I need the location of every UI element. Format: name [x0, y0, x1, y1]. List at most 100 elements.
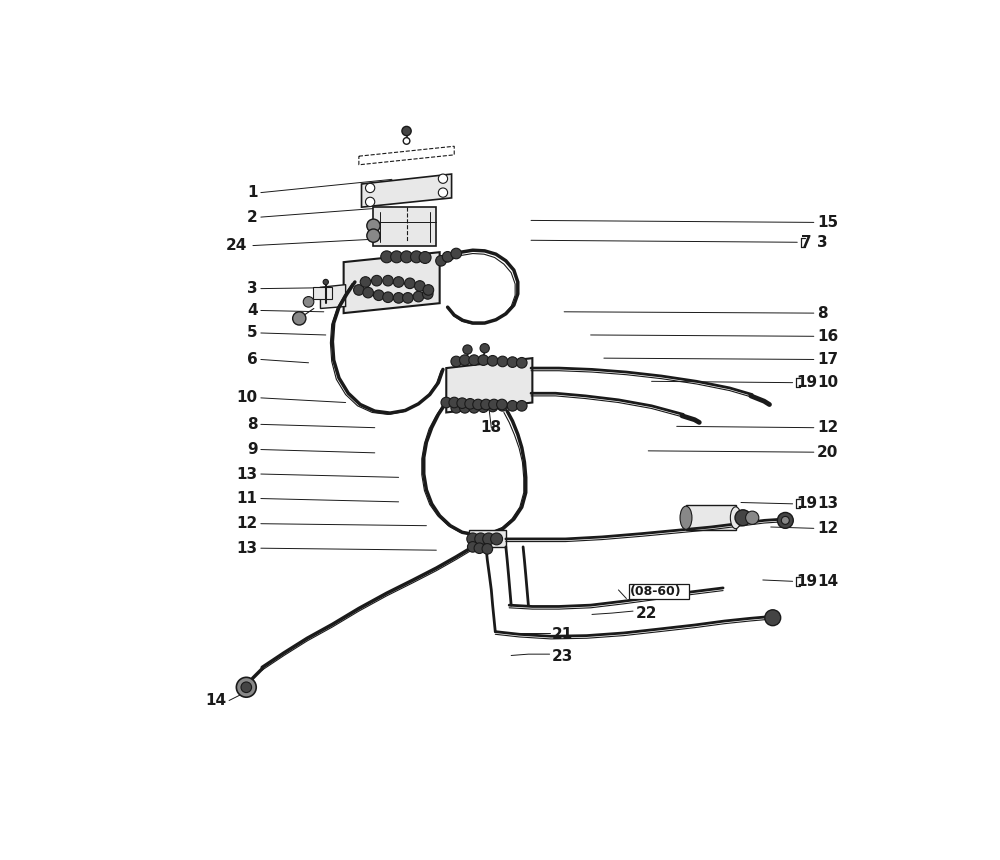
- Circle shape: [393, 292, 404, 304]
- Circle shape: [360, 277, 371, 287]
- Circle shape: [402, 126, 411, 136]
- Polygon shape: [359, 146, 454, 165]
- Circle shape: [475, 533, 487, 545]
- Circle shape: [303, 297, 314, 307]
- Circle shape: [403, 138, 410, 144]
- Circle shape: [735, 510, 751, 525]
- Text: 13: 13: [236, 466, 258, 482]
- Text: 19: 19: [796, 496, 817, 512]
- Circle shape: [457, 398, 467, 408]
- Circle shape: [411, 251, 422, 263]
- Text: 3: 3: [247, 281, 258, 296]
- Circle shape: [478, 355, 489, 366]
- Text: 14: 14: [205, 693, 226, 708]
- Circle shape: [469, 402, 479, 413]
- Text: 23: 23: [552, 648, 574, 664]
- Circle shape: [473, 399, 483, 410]
- Circle shape: [451, 249, 462, 259]
- Circle shape: [423, 285, 434, 295]
- Ellipse shape: [730, 507, 741, 529]
- Circle shape: [383, 275, 393, 286]
- Circle shape: [371, 275, 382, 286]
- Circle shape: [438, 174, 448, 183]
- Circle shape: [438, 188, 448, 197]
- Text: 4: 4: [247, 303, 258, 318]
- Circle shape: [373, 290, 384, 300]
- Circle shape: [460, 355, 470, 366]
- Circle shape: [241, 682, 252, 692]
- Circle shape: [354, 285, 364, 295]
- Text: 8: 8: [817, 305, 828, 321]
- Text: 5: 5: [247, 325, 258, 341]
- Text: 13: 13: [817, 496, 838, 512]
- Bar: [313, 286, 332, 298]
- Text: 22: 22: [636, 605, 657, 621]
- Polygon shape: [446, 358, 532, 413]
- Polygon shape: [344, 252, 440, 313]
- Circle shape: [393, 277, 404, 287]
- Circle shape: [436, 255, 446, 266]
- Circle shape: [401, 251, 413, 263]
- Bar: [373, 207, 436, 246]
- Circle shape: [480, 344, 489, 353]
- Circle shape: [467, 542, 478, 552]
- Circle shape: [497, 401, 508, 411]
- Circle shape: [449, 397, 460, 408]
- Circle shape: [516, 401, 527, 411]
- Polygon shape: [320, 285, 346, 309]
- Circle shape: [451, 356, 462, 366]
- Text: 13: 13: [236, 541, 258, 556]
- Circle shape: [236, 678, 256, 697]
- Circle shape: [483, 533, 495, 545]
- Text: 10: 10: [236, 390, 258, 405]
- Text: 8: 8: [247, 417, 258, 432]
- Circle shape: [469, 355, 479, 366]
- Circle shape: [441, 397, 452, 408]
- Circle shape: [481, 399, 491, 410]
- Circle shape: [465, 398, 475, 409]
- Text: 16: 16: [817, 329, 838, 344]
- Circle shape: [442, 251, 453, 262]
- Text: 6: 6: [247, 352, 258, 367]
- Circle shape: [460, 402, 470, 413]
- Circle shape: [365, 183, 375, 193]
- Circle shape: [507, 401, 518, 411]
- Circle shape: [507, 357, 518, 367]
- Text: (08-60): (08-60): [630, 585, 682, 598]
- Ellipse shape: [680, 507, 692, 529]
- Circle shape: [497, 399, 507, 410]
- Text: 12: 12: [817, 421, 838, 435]
- Circle shape: [419, 251, 431, 263]
- Text: 20: 20: [817, 445, 838, 460]
- Circle shape: [777, 513, 793, 528]
- Polygon shape: [362, 174, 452, 207]
- Circle shape: [414, 280, 425, 292]
- Text: 2: 2: [247, 210, 258, 224]
- Circle shape: [367, 219, 380, 232]
- Circle shape: [463, 345, 472, 354]
- Bar: [629, 584, 689, 599]
- Text: 18: 18: [481, 421, 502, 435]
- Text: 10: 10: [817, 375, 838, 390]
- Circle shape: [746, 511, 759, 525]
- Circle shape: [482, 544, 493, 554]
- Circle shape: [474, 543, 485, 554]
- Text: 15: 15: [817, 215, 838, 230]
- Circle shape: [781, 516, 789, 525]
- Circle shape: [413, 292, 424, 302]
- Text: 7: 7: [801, 235, 811, 249]
- Circle shape: [367, 229, 380, 243]
- Circle shape: [381, 251, 393, 263]
- Circle shape: [467, 533, 479, 545]
- Text: 11: 11: [237, 491, 258, 506]
- Text: 9: 9: [247, 442, 258, 457]
- Circle shape: [497, 356, 508, 366]
- Circle shape: [487, 401, 498, 412]
- Circle shape: [489, 399, 499, 410]
- Circle shape: [478, 402, 489, 413]
- Circle shape: [383, 292, 393, 303]
- Text: 3: 3: [817, 235, 828, 249]
- Circle shape: [391, 251, 403, 263]
- Circle shape: [403, 292, 413, 304]
- Circle shape: [422, 289, 433, 299]
